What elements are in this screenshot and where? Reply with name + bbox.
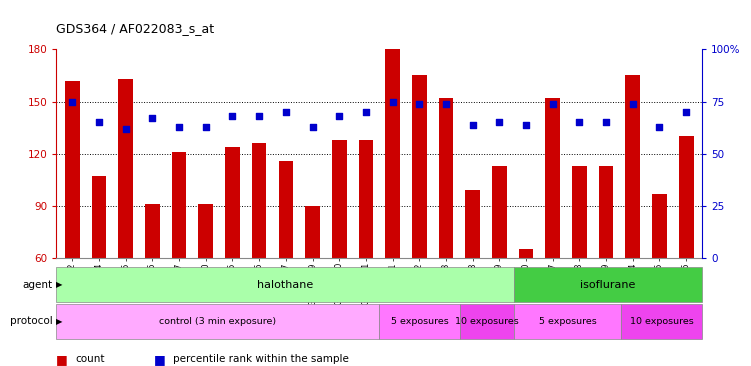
Bar bbox=[279, 161, 293, 258]
Bar bbox=[466, 190, 480, 258]
Point bbox=[227, 113, 239, 119]
Text: isoflurane: isoflurane bbox=[581, 280, 635, 290]
Bar bbox=[225, 147, 240, 258]
Text: percentile rank within the sample: percentile rank within the sample bbox=[173, 354, 348, 365]
Bar bbox=[679, 137, 693, 258]
Bar bbox=[119, 79, 133, 258]
Bar bbox=[439, 98, 454, 258]
Point bbox=[547, 101, 559, 107]
Point bbox=[146, 115, 158, 121]
Bar bbox=[385, 49, 400, 258]
Bar bbox=[92, 176, 107, 258]
Bar bbox=[305, 206, 320, 258]
Text: 10 exposures: 10 exposures bbox=[630, 317, 694, 326]
Bar bbox=[412, 75, 427, 258]
Point bbox=[306, 124, 318, 130]
Text: ▶: ▶ bbox=[56, 317, 62, 326]
Point bbox=[253, 113, 265, 119]
Bar bbox=[56, 304, 379, 339]
Text: ▶: ▶ bbox=[56, 280, 62, 289]
Bar bbox=[172, 152, 186, 258]
Bar bbox=[332, 140, 346, 258]
Text: halothane: halothane bbox=[257, 280, 313, 290]
Point bbox=[387, 98, 399, 105]
Point bbox=[627, 101, 639, 107]
Bar bbox=[65, 81, 80, 258]
Point bbox=[66, 98, 78, 105]
Bar bbox=[652, 194, 667, 258]
Text: 10 exposures: 10 exposures bbox=[455, 317, 519, 326]
Point bbox=[200, 124, 212, 130]
Point bbox=[466, 122, 478, 127]
Bar bbox=[626, 75, 640, 258]
Bar bbox=[56, 267, 514, 302]
Text: agent: agent bbox=[23, 280, 53, 290]
Text: GDS364 / AF022083_s_at: GDS364 / AF022083_s_at bbox=[56, 22, 215, 35]
Point bbox=[360, 109, 372, 115]
Bar bbox=[545, 98, 560, 258]
Point bbox=[119, 126, 131, 132]
Text: ■: ■ bbox=[56, 353, 68, 366]
Point bbox=[520, 122, 532, 127]
Point bbox=[600, 119, 612, 125]
Text: 5 exposures: 5 exposures bbox=[391, 317, 448, 326]
Bar bbox=[492, 166, 507, 258]
Point bbox=[440, 101, 452, 107]
Point bbox=[653, 124, 665, 130]
Bar bbox=[514, 267, 702, 302]
Point bbox=[280, 109, 292, 115]
Bar bbox=[572, 166, 587, 258]
Point bbox=[493, 119, 505, 125]
Bar bbox=[622, 304, 702, 339]
Point bbox=[680, 109, 692, 115]
Text: 5 exposures: 5 exposures bbox=[538, 317, 596, 326]
Point bbox=[93, 119, 105, 125]
Text: protocol: protocol bbox=[10, 316, 53, 326]
Point bbox=[173, 124, 185, 130]
Bar bbox=[514, 304, 622, 339]
Bar bbox=[252, 143, 267, 258]
Point bbox=[574, 119, 586, 125]
Bar bbox=[599, 166, 614, 258]
Text: ■: ■ bbox=[154, 353, 166, 366]
Bar bbox=[145, 204, 160, 258]
Point bbox=[333, 113, 345, 119]
Bar bbox=[358, 140, 373, 258]
Bar bbox=[519, 249, 533, 258]
Point bbox=[413, 101, 425, 107]
Bar bbox=[379, 304, 460, 339]
Bar bbox=[198, 204, 213, 258]
Text: control (3 min exposure): control (3 min exposure) bbox=[159, 317, 276, 326]
Text: count: count bbox=[75, 354, 104, 365]
Bar bbox=[460, 304, 514, 339]
